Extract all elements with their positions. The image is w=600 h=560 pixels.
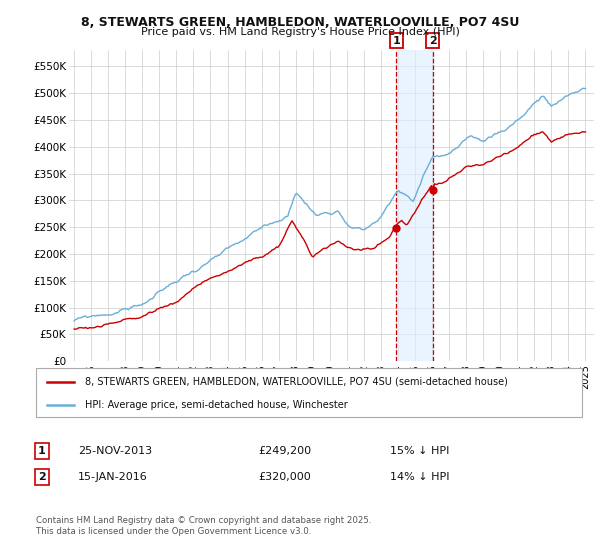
Text: 15-JAN-2016: 15-JAN-2016 [78, 472, 148, 482]
FancyBboxPatch shape [36, 368, 582, 417]
Text: 8, STEWARTS GREEN, HAMBLEDON, WATERLOOVILLE, PO7 4SU (semi-detached house): 8, STEWARTS GREEN, HAMBLEDON, WATERLOOVI… [85, 377, 508, 387]
Text: 15% ↓ HPI: 15% ↓ HPI [390, 446, 449, 456]
Text: HPI: Average price, semi-detached house, Winchester: HPI: Average price, semi-detached house,… [85, 400, 348, 410]
Text: Contains HM Land Registry data © Crown copyright and database right 2025.
This d: Contains HM Land Registry data © Crown c… [36, 516, 371, 536]
Text: 2: 2 [38, 472, 46, 482]
Text: 8, STEWARTS GREEN, HAMBLEDON, WATERLOOVILLE, PO7 4SU: 8, STEWARTS GREEN, HAMBLEDON, WATERLOOVI… [81, 16, 519, 29]
Text: 2: 2 [429, 36, 437, 46]
Text: 1: 1 [38, 446, 46, 456]
Text: 1: 1 [392, 36, 400, 46]
Bar [396, 50, 433, 361]
Text: Price paid vs. HM Land Registry's House Price Index (HPI): Price paid vs. HM Land Registry's House … [140, 27, 460, 37]
Text: £249,200: £249,200 [258, 446, 311, 456]
Text: 14% ↓ HPI: 14% ↓ HPI [390, 472, 449, 482]
Text: £320,000: £320,000 [258, 472, 311, 482]
Text: 25-NOV-2013: 25-NOV-2013 [78, 446, 152, 456]
